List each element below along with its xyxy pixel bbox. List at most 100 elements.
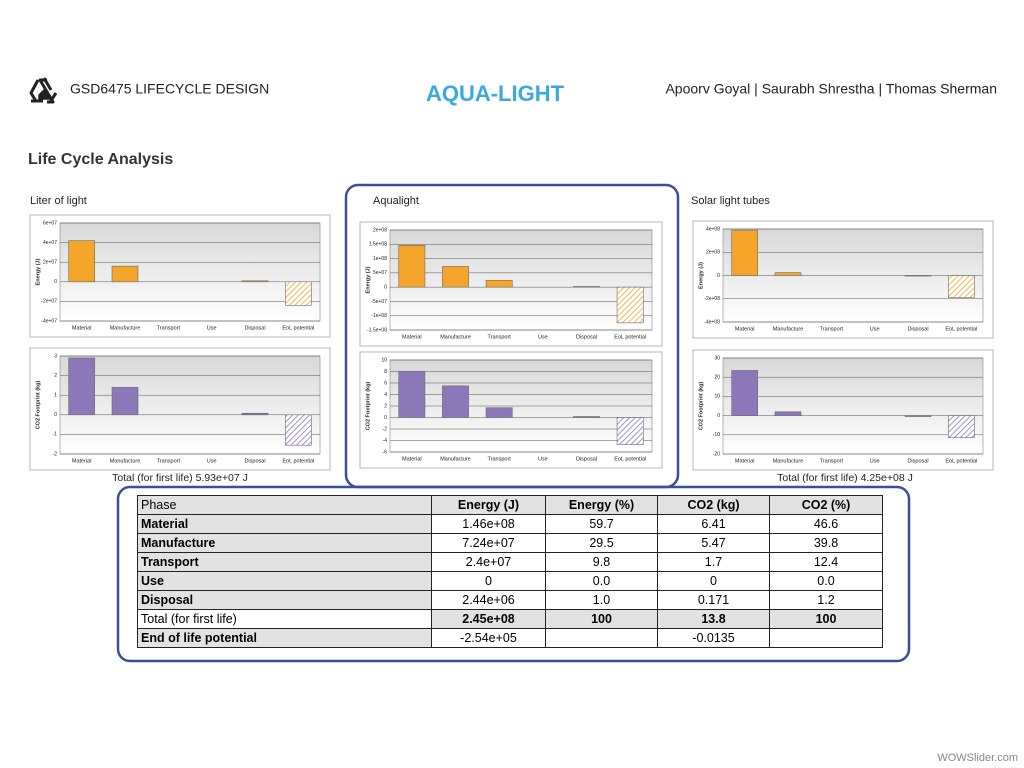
x-tick-label: Disposal (907, 326, 928, 332)
y-axis-label: Energy (J) (698, 262, 704, 289)
table-cell: 1.7 (657, 552, 770, 572)
table-cell: 29.5 (545, 533, 658, 553)
x-tick-label: Material (402, 334, 422, 340)
x-tick-label: EoL potential (282, 458, 314, 464)
y-tick-label: 0 (717, 273, 720, 279)
bar (442, 266, 469, 288)
bar (285, 414, 312, 446)
y-tick-label: 30 (714, 355, 720, 361)
table-cell: 59.7 (545, 514, 658, 534)
x-tick-label: Disposal (907, 458, 928, 464)
table-cell: 100 (769, 609, 883, 629)
y-tick-label: -4 (383, 438, 388, 444)
table-row: Total (for first life) 2.45e+08 100 13.8 100 (137, 609, 883, 629)
authors: Apoorv Goyal | Saurabh Shrestha | Thomas… (665, 81, 997, 97)
y-tick-label: -2e+07 (41, 299, 57, 305)
table-cell: -2.54e+05 (431, 628, 546, 648)
table-cell: Transport (137, 552, 432, 572)
table-cell: 2.44e+06 (431, 590, 546, 610)
bar (485, 407, 513, 418)
bar (573, 286, 600, 288)
x-tick-label: Material (72, 458, 92, 464)
y-tick-label: 0 (54, 279, 57, 285)
table-cell: Disposal (137, 590, 432, 610)
panel-total: Total (for first life) 5.93e+07 J (112, 472, 248, 484)
section-title: Life Cycle Analysis (28, 151, 173, 168)
y-tick-label: 8 (384, 369, 387, 375)
x-tick-label: Transport (487, 334, 511, 340)
y-tick-label: 5e+07 (373, 270, 387, 276)
bar (111, 387, 139, 416)
bar (285, 281, 312, 306)
y-tick-label: -1.5e+08 (367, 327, 387, 333)
x-tick-label: EoL potential (614, 334, 646, 340)
x-tick-label: Disposal (244, 325, 265, 331)
bar (241, 412, 269, 416)
panel-title: Solar light tubes (691, 195, 770, 207)
table-cell: CO2 (kg) (657, 495, 770, 515)
table-cell: Total (for first life) (137, 609, 432, 629)
x-tick-label: Manufacture (440, 334, 471, 340)
table-cell: 7.24e+07 (431, 533, 546, 553)
x-tick-label: Transport (820, 458, 844, 464)
x-tick-label: Use (538, 334, 548, 340)
table-cell: 0 (431, 571, 546, 591)
bar (616, 417, 644, 445)
y-tick-label: 2 (54, 373, 57, 379)
y-axis-label: Energy (J) (35, 258, 41, 285)
table-frame (116, 485, 911, 663)
table-cell: 2.45e+08 (431, 609, 546, 629)
bar (442, 385, 469, 418)
bar (948, 275, 975, 298)
bar (573, 416, 600, 418)
table-cell: End of life potential (137, 628, 432, 648)
y-axis-label: Energy (J) (365, 266, 371, 293)
x-tick-label: Use (870, 458, 880, 464)
logo-house (38, 89, 50, 100)
x-tick-label: Use (207, 325, 217, 331)
y-axis-label: CO2 Footprint (kg) (698, 382, 704, 431)
y-tick-label: -20 (713, 451, 720, 457)
table-cell: 100 (545, 609, 658, 629)
y-tick-label: 6e+07 (43, 220, 57, 226)
y-tick-label: 0 (384, 284, 387, 290)
y-tick-label: 10 (714, 394, 720, 400)
x-tick-label: Material (402, 456, 422, 462)
y-axis-label: CO2 Footprint (kg) (365, 382, 371, 431)
recycle-logo (29, 77, 58, 104)
table-row: Manufacture 7.24e+07 29.5 5.47 39.8 (137, 533, 883, 553)
y-tick-label: -2 (53, 451, 58, 457)
y-tick-label: 4e+08 (706, 226, 720, 232)
bar (241, 280, 269, 283)
y-tick-label: 6 (384, 380, 387, 386)
table-row: Use 0 0.0 0 0.0 (137, 571, 883, 591)
table-cell: 0 (657, 571, 770, 591)
y-tick-label: -1 (53, 432, 58, 438)
plot-area (59, 355, 321, 455)
table-cell (545, 628, 658, 648)
logo-arrow (31, 77, 58, 103)
x-tick-label: Use (538, 456, 548, 462)
bar (774, 411, 802, 416)
plot-area (722, 357, 984, 455)
y-tick-label: 2 (384, 403, 387, 409)
x-tick-label: Manufacture (773, 326, 804, 332)
x-tick-label: Material (735, 458, 755, 464)
plot-area (389, 229, 653, 331)
y-tick-label: -1e+08 (371, 313, 387, 319)
x-tick-label: Use (207, 458, 217, 464)
y-axis-label: CO2 Footprint (kg) (35, 381, 41, 430)
x-tick-label: Manufacture (440, 456, 471, 462)
bar (774, 272, 802, 276)
table-header: Phase Energy (J) Energy (%) CO2 (kg) CO2 (%) (137, 495, 883, 515)
x-tick-label: Material (735, 326, 755, 332)
y-tick-label: 1e+08 (373, 256, 387, 262)
y-tick-label: -2 (383, 426, 388, 432)
bar (616, 286, 644, 324)
x-tick-label: Transport (487, 456, 511, 462)
x-tick-label: Disposal (576, 334, 597, 340)
y-tick-label: 4 (384, 392, 387, 398)
